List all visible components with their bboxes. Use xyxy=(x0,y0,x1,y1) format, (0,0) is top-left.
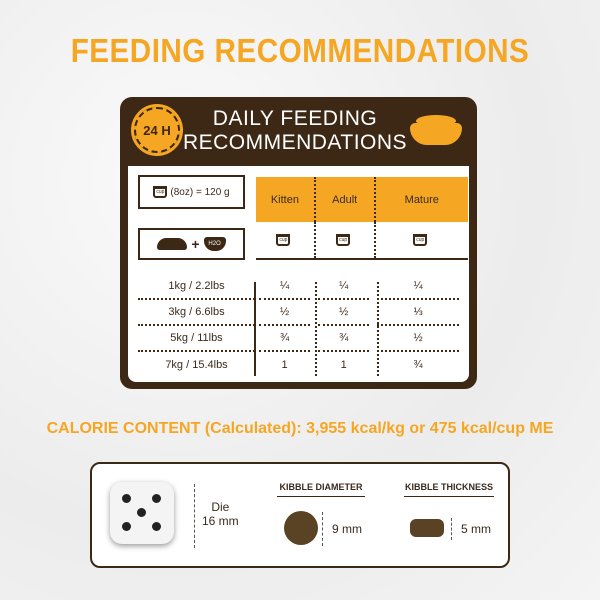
heading-line-1: DAILY FEEDING xyxy=(212,107,378,130)
cup-icon: cup xyxy=(276,234,291,246)
feeding-panel: 24 H DAILY FEEDING RECOMMENDATIONS cup (… xyxy=(120,97,477,389)
clock-24h-icon: 24 H xyxy=(131,104,183,156)
col-adult: Adult xyxy=(313,177,374,222)
kibble-diameter-title: KIBBLE DIAMETER xyxy=(277,482,365,497)
table-row: 7kg / 15.4lbs 1 1 ¾ xyxy=(165,359,423,371)
cup-icon: cup xyxy=(153,186,168,198)
cup-conversion: cup (8oz) = 120 g xyxy=(138,175,245,209)
feeding-table: cup (8oz) = 120 g + H2O Kitten Adult Mat… xyxy=(128,166,469,382)
cup-icons-row: cup cup cup xyxy=(256,222,468,260)
divider xyxy=(377,282,379,376)
kibble-diameter: 9 mm xyxy=(332,522,362,536)
food-bowl-icon xyxy=(410,115,462,145)
column-headers: Kitten Adult Mature xyxy=(256,177,468,222)
kibble-thickness-title: KIBBLE THICKNESS xyxy=(404,482,494,497)
cup-icon: cup xyxy=(413,234,428,246)
calorie-content: CALORIE CONTENT (Calculated): 3,955 kcal… xyxy=(46,420,554,437)
heading-line-2: RECOMMENDATIONS xyxy=(182,131,408,154)
panel-heading: DAILY FEEDING RECOMMENDATIONS xyxy=(180,107,410,155)
water-bowl-icon: H2O xyxy=(203,237,226,251)
page-title: FEEDING RECOMMENDATIONS xyxy=(70,32,530,69)
kibble-size-panel: Die 16 mm KIBBLE DIAMETER 9 mm KIBBLE THI… xyxy=(90,462,510,568)
col-mature: Mature xyxy=(373,177,468,222)
die-icon xyxy=(110,482,174,544)
kibble-thickness: 5 mm xyxy=(461,522,491,536)
cup-conversion-text: (8oz) = 120 g xyxy=(170,186,230,198)
cup-icon: cup xyxy=(336,234,351,246)
die-size: Die 16 mm xyxy=(202,500,239,528)
kibble-side-icon xyxy=(410,519,444,537)
table-row: 5kg / 11lbs ¾ ¾ ½ xyxy=(138,326,463,352)
divider xyxy=(254,282,256,376)
food-plus-water: + H2O xyxy=(138,228,245,260)
table-row: 1kg / 2.2lbs ¼ ¼ ¼ xyxy=(138,274,463,300)
kibble-round-icon xyxy=(284,511,318,545)
dry-food-bowl-icon xyxy=(157,238,188,250)
table-row: 3kg / 6.6lbs ½ ½ ⅓ xyxy=(138,300,463,326)
divider xyxy=(315,282,317,376)
col-kitten: Kitten xyxy=(270,193,299,206)
